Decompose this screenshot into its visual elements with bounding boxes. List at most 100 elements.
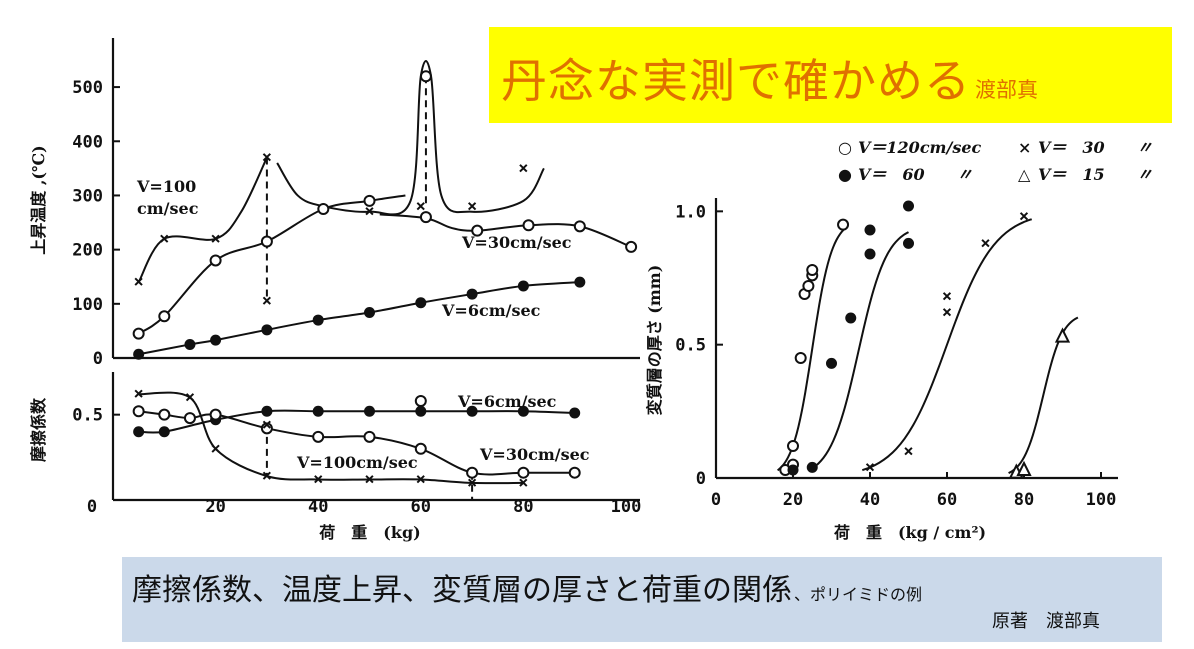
title-author: 渡部真 xyxy=(975,78,1038,102)
fric-point-s0 xyxy=(466,405,478,417)
fric-curve-s2 xyxy=(138,391,524,485)
temp-point-s2 xyxy=(574,276,586,288)
temp-point-s1 xyxy=(317,203,330,215)
temp-point-s0: × xyxy=(364,202,374,222)
temp-point-s0: × xyxy=(262,148,272,168)
temp-y-label: 上昇温度 ,(℃) xyxy=(29,145,48,254)
layer-point-s1 xyxy=(787,464,799,476)
layer-curve-v60 xyxy=(807,231,910,472)
temp-point-s1 xyxy=(158,310,171,323)
fric-point-s0 xyxy=(364,405,375,417)
layer-y-ticks: 0 0.5 1.0 xyxy=(675,202,723,489)
fric-y-ticks: 0.5 xyxy=(72,406,120,426)
temp-point-s2 xyxy=(415,297,427,309)
altered-layer-panel: 変質層の厚さ (mm) 00.51.0 0 20 40 60 80 100 ×××××× … xyxy=(645,138,1153,542)
fric-x-tick-label: 60 xyxy=(411,497,431,517)
legend-symbol-3: △ xyxy=(1018,165,1031,184)
caption-box: 摩擦係数、温度上昇、変質層の厚さと荷重の関係 、ポリイミドの例 原著 渡部真 xyxy=(122,557,1162,642)
fric-point-s2: × xyxy=(210,439,220,459)
fric-point-s2: × xyxy=(262,466,272,486)
fric-x-tick-label: 40 xyxy=(308,497,328,517)
layer-x-label: 荷 重 (kg / cm²) xyxy=(834,523,986,542)
fric-x-tick-label: 20 xyxy=(205,497,225,517)
layer-y-tick-label: 1.0 xyxy=(675,202,706,222)
temp-y-tick-label: 400 xyxy=(72,132,103,152)
layer-x-ticks: 0 20 40 60 80 100 xyxy=(711,472,1116,510)
legend-text-3: V＝ 15 〃 xyxy=(1038,165,1153,184)
legend-text-0: V＝120cm/sec xyxy=(858,138,982,157)
layer-point-s2: × xyxy=(980,233,990,253)
fric-point-s2: × xyxy=(467,473,477,493)
layer-point-s0 xyxy=(806,264,819,276)
fric-series-label-v6: V=6cm/sec xyxy=(457,392,557,411)
fric-point-s1 xyxy=(414,395,427,408)
fric-series-label-v30: V=30cm/sec xyxy=(479,445,590,464)
layer-curve-v120 xyxy=(776,226,848,472)
layer-point-s1 xyxy=(903,200,914,212)
caption-main: 摩擦係数、温度上昇、変質層の厚さと荷重の関係 xyxy=(132,573,792,608)
fric-point-s2: × xyxy=(364,470,374,490)
fric-point-s2: × xyxy=(134,384,144,404)
layer-x-tick-label: 20 xyxy=(783,490,803,510)
fric-x-tick-label: 100 xyxy=(611,497,642,517)
temp-point-s0: × xyxy=(518,158,528,178)
fric-point-s1 xyxy=(158,408,171,421)
layer-point-s2: × xyxy=(942,287,952,307)
legend-symbol-2: ● xyxy=(838,165,852,184)
fric-point-s0 xyxy=(415,405,427,417)
layer-x-tick-label: 100 xyxy=(1086,490,1117,510)
fric-point-s1 xyxy=(517,466,530,479)
temp-point-s0: × xyxy=(134,272,144,292)
temp-point-s2 xyxy=(261,324,273,336)
friction-panel: 摩擦係数 0.5 0 20 40 60 80 100 × × × × × × × × × × V=6cm/s… xyxy=(29,372,641,542)
layer-x-tick-label: 0 xyxy=(711,490,721,510)
fric-point-s1 xyxy=(568,466,581,479)
layer-y-tick-label: 0.5 xyxy=(675,336,706,356)
temp-point-s1 xyxy=(625,240,638,253)
temp-series-label-v6: V=6cm/sec xyxy=(441,301,541,320)
temperature-panel: 上昇温度 ,(℃) 0 100 200 300 400 500 × × × × × × × × × V=1… xyxy=(29,38,640,369)
layer-x-tick-label: 60 xyxy=(937,490,957,510)
legend-symbol-0: ○ xyxy=(838,138,852,157)
temp-point-s1 xyxy=(419,211,432,224)
fric-series-label-v100: V=100cm/sec xyxy=(296,453,418,472)
layer-y-label: 変質層の厚さ (mm) xyxy=(645,265,664,416)
temp-point-s1 xyxy=(363,194,376,207)
temp-point-s2 xyxy=(210,334,222,346)
fric-point-s1 xyxy=(312,430,325,443)
temp-point-s1 xyxy=(419,70,432,83)
temp-point-s2 xyxy=(133,348,145,360)
temp-y-ticks: 0 100 200 300 400 500 xyxy=(72,78,120,369)
layer-point-s3 xyxy=(1016,460,1032,476)
temp-point-s0: × xyxy=(262,291,272,311)
temp-curve-v6 xyxy=(138,281,580,356)
temp-point-s1 xyxy=(260,235,273,248)
temp-point-s2 xyxy=(517,280,529,292)
layer-x-tick-label: 80 xyxy=(1014,490,1034,510)
temp-curve-v100-a xyxy=(137,157,268,283)
fric-point-s0 xyxy=(261,405,273,417)
caption-sub: 、ポリイミドの例 xyxy=(794,585,923,604)
layer-marks: ×××××× xyxy=(779,200,1071,479)
temp-series-label-v30: V=30cm/sec xyxy=(461,233,572,252)
layer-point-s0 xyxy=(802,280,815,292)
fric-point-s2: × xyxy=(518,473,528,493)
layer-curve-v15 xyxy=(1008,316,1079,475)
layer-point-s0 xyxy=(787,440,799,452)
fric-x-label: 荷 重 (kg) xyxy=(319,523,420,542)
temp-point-s0: × xyxy=(467,196,477,216)
fric-point-s1 xyxy=(414,442,427,455)
fric-point-s0 xyxy=(569,407,581,419)
temp-point-s2 xyxy=(364,306,375,318)
fric-point-s2: × xyxy=(416,470,426,490)
fric-y-label: 摩擦係数 xyxy=(29,397,48,462)
fric-x-ticks: 0 20 40 60 80 100 xyxy=(87,497,641,517)
layer-point-s2: × xyxy=(1019,207,1029,227)
fric-point-s1 xyxy=(132,405,145,418)
fric-curve-s0 xyxy=(138,409,575,434)
temp-y-tick-label: 300 xyxy=(72,186,103,206)
temp-point-s1 xyxy=(471,224,484,237)
fric-marks: × × × × × × × × × × xyxy=(132,384,581,493)
caption-credit: 原著 渡部真 xyxy=(992,611,1100,632)
fric-point-s1 xyxy=(363,430,376,443)
